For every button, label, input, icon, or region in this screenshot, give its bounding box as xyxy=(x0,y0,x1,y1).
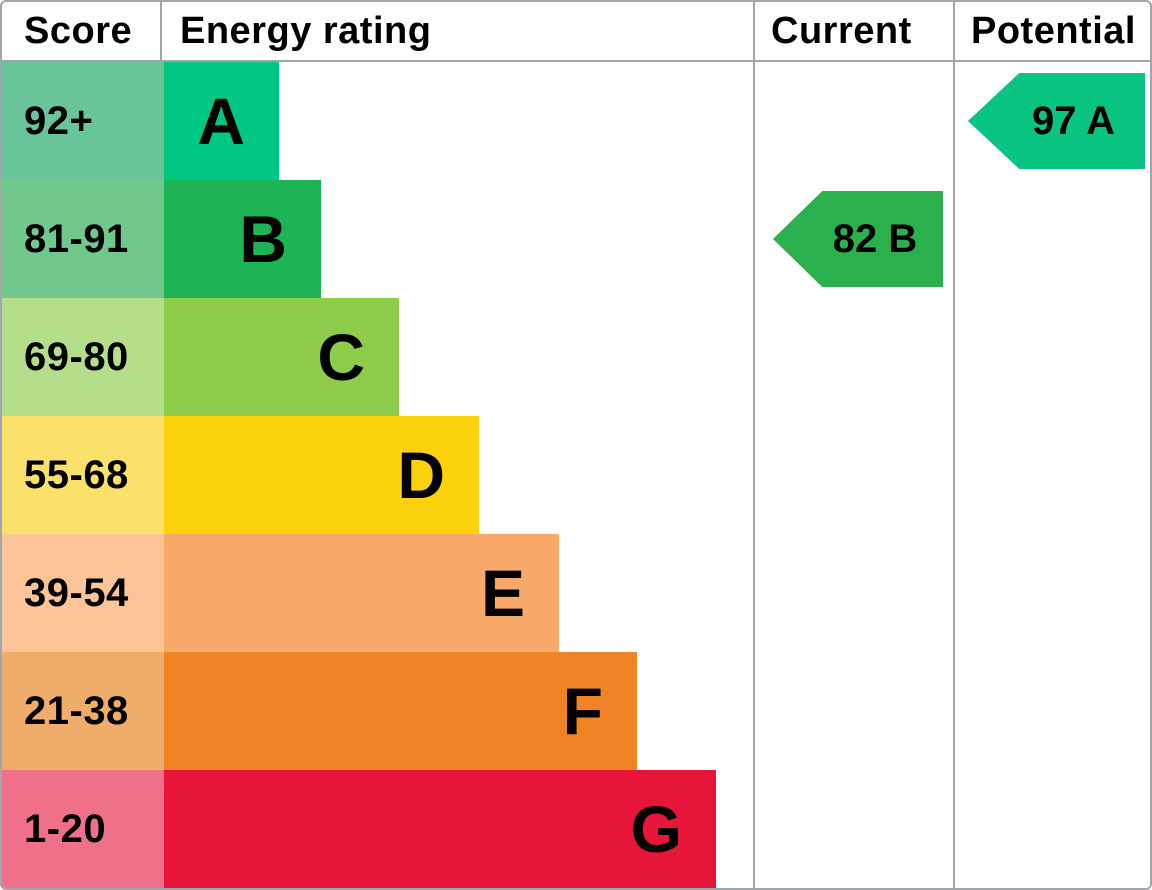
potential-column-header: Potential xyxy=(971,9,1136,52)
potential-rating-slots: 97 A xyxy=(955,62,1150,888)
potential-rating-arrow: 97 A xyxy=(968,73,1145,169)
energy-rating-column: Score Energy rating 92+ A 81-91 B 69-80 C 55-6… xyxy=(2,2,753,888)
current-rating-slot-b: 82 B xyxy=(755,180,953,298)
current-rating-slot-a xyxy=(755,62,953,180)
band-row-e: 39-54 E xyxy=(2,534,753,652)
band-row-c: 69-80 C xyxy=(2,298,753,416)
potential-rating-slot-b xyxy=(955,180,1150,298)
score-range-d: 55-68 xyxy=(2,416,164,534)
current-column-header: Current xyxy=(771,9,912,52)
score-range-a: 92+ xyxy=(2,62,164,180)
current-rating-column: Current 82 B xyxy=(753,2,953,888)
band-bar-a: A xyxy=(164,62,279,180)
score-range-c: 69-80 xyxy=(2,298,164,416)
potential-rating-slot-d xyxy=(955,416,1150,534)
current-rating-slots: 82 B xyxy=(755,62,953,888)
score-range-e: 39-54 xyxy=(2,534,164,652)
current-rating-arrow: 82 B xyxy=(773,191,943,287)
current-rating-slot-e xyxy=(755,534,953,652)
score-column-header: Score xyxy=(2,2,162,60)
current-rating-arrow-label: 82 B xyxy=(832,216,918,261)
potential-column-header-row: Potential xyxy=(955,2,1150,62)
band-bar-d: D xyxy=(164,416,479,534)
band-row-d: 55-68 D xyxy=(2,416,753,534)
band-row-g: 1-20 G xyxy=(2,770,753,888)
band-row-b: 81-91 B xyxy=(2,180,753,298)
current-rating-slot-g xyxy=(755,770,953,888)
potential-rating-slot-g xyxy=(955,770,1150,888)
score-range-f: 21-38 xyxy=(2,652,164,770)
current-rating-slot-f xyxy=(755,652,953,770)
header-row: Score Energy rating xyxy=(2,2,753,62)
potential-rating-slot-a: 97 A xyxy=(955,62,1150,180)
band-bar-g: G xyxy=(164,770,716,888)
potential-rating-column: Potential 97 A xyxy=(953,2,1150,888)
band-bar-f: F xyxy=(164,652,637,770)
band-bar-e: E xyxy=(164,534,559,652)
potential-rating-slot-c xyxy=(955,298,1150,416)
current-rating-slot-c xyxy=(755,298,953,416)
band-bar-c: C xyxy=(164,298,399,416)
score-range-b: 81-91 xyxy=(2,180,164,298)
band-rows: 92+ A 81-91 B 69-80 C 55-68 D 39-54 E 21-38 F 1-20 G xyxy=(2,62,753,888)
band-bar-b: B xyxy=(164,180,321,298)
band-row-f: 21-38 F xyxy=(2,652,753,770)
current-rating-slot-d xyxy=(755,416,953,534)
score-range-g: 1-20 xyxy=(2,770,164,888)
potential-rating-arrow-label: 97 A xyxy=(1031,98,1115,143)
band-row-a: 92+ A xyxy=(2,62,753,180)
energy-rating-column-header: Energy rating xyxy=(180,9,432,52)
current-column-header-row: Current xyxy=(755,2,953,62)
potential-rating-slot-e xyxy=(955,534,1150,652)
potential-rating-slot-f xyxy=(955,652,1150,770)
